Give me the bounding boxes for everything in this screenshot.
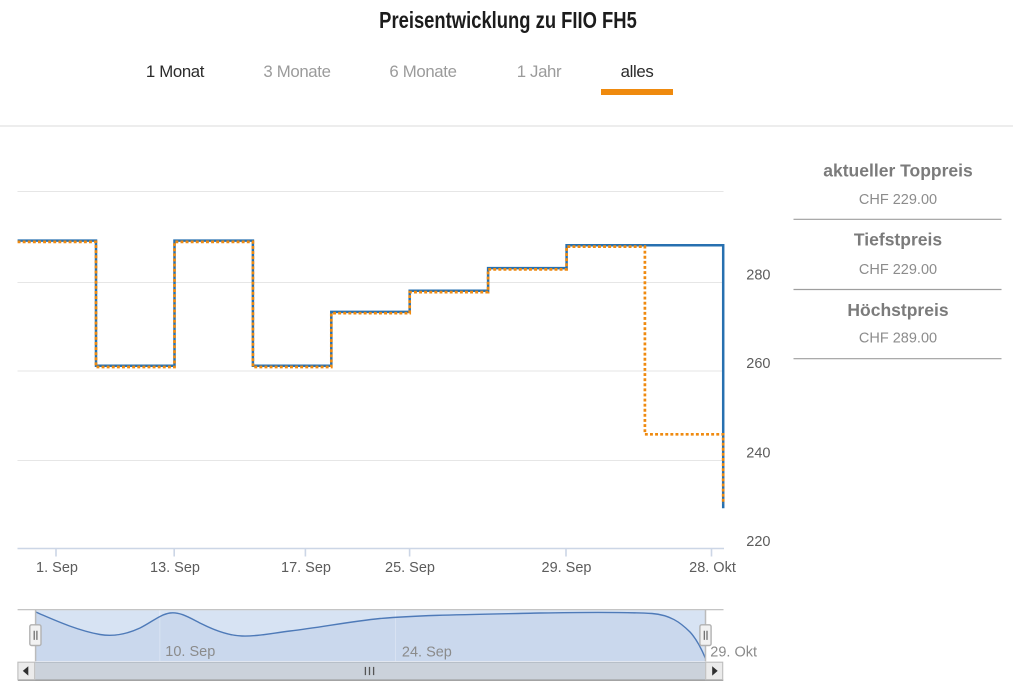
svg-text:17. Sep: 17. Sep xyxy=(281,560,331,576)
svg-text:220: 220 xyxy=(746,534,770,550)
svg-text:240: 240 xyxy=(746,446,770,462)
svg-text:13. Sep: 13. Sep xyxy=(150,560,200,576)
svg-text:29. Sep: 29. Sep xyxy=(542,560,592,576)
svg-text:28. Okt: 28. Okt xyxy=(689,560,736,576)
svg-text:280: 280 xyxy=(746,268,770,284)
svg-text:1. Sep: 1. Sep xyxy=(36,560,78,576)
svg-text:10. Sep: 10. Sep xyxy=(165,644,215,660)
svg-text:aktueller Toppreis: aktueller Toppreis xyxy=(823,161,973,181)
svg-text:Höchstpreis: Höchstpreis xyxy=(847,300,948,320)
svg-text:24. Sep: 24. Sep xyxy=(402,645,452,661)
svg-text:CHF 289.00: CHF 289.00 xyxy=(859,331,937,347)
svg-text:260: 260 xyxy=(746,356,770,372)
svg-text:29. Okt: 29. Okt xyxy=(710,645,757,661)
svg-text:CHF 229.00: CHF 229.00 xyxy=(859,262,937,278)
svg-text:Tiefstpreis: Tiefstpreis xyxy=(854,230,942,250)
svg-text:CHF 229.00: CHF 229.00 xyxy=(859,192,937,208)
svg-text:25. Sep: 25. Sep xyxy=(385,560,435,576)
